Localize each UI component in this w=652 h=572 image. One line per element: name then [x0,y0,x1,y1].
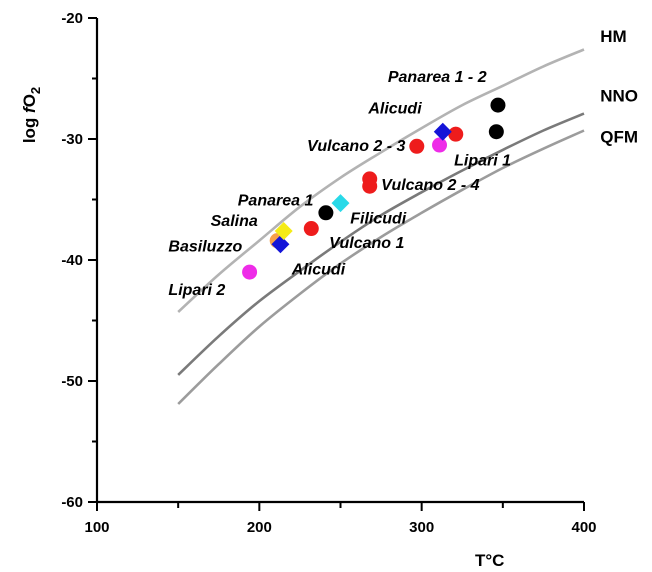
data-point-circle [409,138,425,154]
point-label: Salina [211,213,258,230]
point-label: Basiluzzo [168,239,242,256]
point-label: Lipari 1 [454,153,511,170]
buffer-curve-nno [177,112,585,376]
x-tick-label: 200 [247,519,272,536]
curve-label-hm: HM [600,27,626,46]
buffer-curve-qfm [177,129,585,405]
point-label: Panarea 1 - 2 [388,69,487,86]
curve-labels: HM NNO QFM [600,27,638,146]
y-tick-label: -40 [61,252,83,269]
point-label: Vulcano 2 - 3 [307,138,406,155]
y-axis-title-element: O [20,94,39,107]
x-tick-label: 300 [409,519,434,536]
data-point-circle [432,137,448,153]
y-axis-title-subscript: 2 [28,87,43,94]
curve-label-qfm: QFM [600,128,638,147]
x-tick-label: 400 [571,519,596,536]
data-point-circle [318,205,334,221]
data-point-circle [448,126,464,142]
y-tick-label: -50 [61,373,83,390]
axes: -60 -50 -40 -30 -20 100 200 300 400 [61,10,596,536]
data-point-circle [488,124,504,140]
y-axis-title-prefix: log [20,113,39,143]
curve-label-nno: NNO [600,86,638,105]
buffer-curve-hm [177,48,585,313]
point-label: Alicudi [291,262,346,279]
y-tick-label: -20 [61,10,83,27]
data-point-circle [362,178,378,194]
data-point-circle [490,97,506,113]
buffer-curves [177,48,585,405]
data-point-diamond [433,122,452,141]
y-tick-label: -30 [61,131,83,148]
point-label: Lipari 2 [168,282,225,299]
data-points [242,97,506,280]
x-axis-title: T°C [475,551,504,570]
data-point-diamond [274,221,293,240]
point-label: Vulcano 1 [329,235,404,252]
point-label: Filicudi [350,211,407,228]
y-axis-title: log fO2 [20,87,43,143]
y-axis-title-italic: f [20,105,39,113]
data-point-diamond [271,235,290,254]
data-point-circle [242,264,258,280]
data-point-diamond [331,194,350,213]
point-label: Panarea 1 [238,193,314,210]
x-tick-label: 100 [84,519,109,536]
data-point-circle [303,221,319,237]
point-label: Alicudi [367,101,422,118]
point-label: Vulcano 2 - 4 [381,177,480,194]
y-tick-label: -60 [61,494,83,511]
point-labels: Panarea 1 - 2 Alicudi Vulcano 2 - 3 Lipari … [168,69,511,299]
